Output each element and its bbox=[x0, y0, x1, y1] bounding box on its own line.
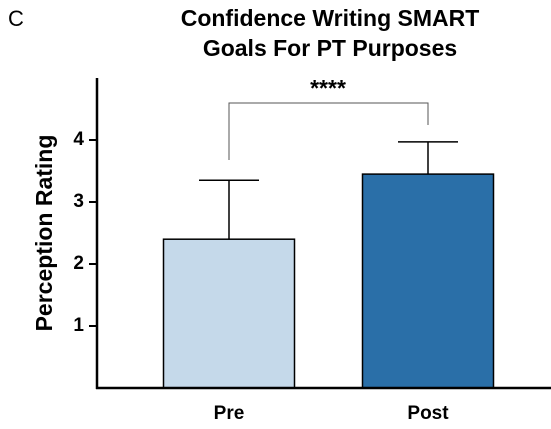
chart-title: Confidence Writing SMART bbox=[181, 5, 480, 31]
annotation: **** bbox=[310, 75, 346, 101]
bar bbox=[361, 173, 495, 389]
panel-label: C bbox=[8, 6, 24, 31]
significance-bracket bbox=[228, 102, 429, 160]
x-tick-label: Post bbox=[407, 403, 449, 424]
y-tick-label: 1 bbox=[73, 315, 84, 336]
bar bbox=[162, 238, 296, 389]
y-tick-label: 2 bbox=[73, 253, 84, 274]
y-axis-label: Perception Rating bbox=[31, 135, 57, 332]
y-tick-label: 4 bbox=[73, 129, 84, 150]
plot: 1 2 3 4 Pre Post bbox=[73, 78, 551, 424]
x-tick-label: Pre bbox=[214, 403, 245, 424]
chart-title: Goals For PT Purposes bbox=[203, 35, 457, 61]
y-tick-label: 3 bbox=[73, 191, 84, 212]
